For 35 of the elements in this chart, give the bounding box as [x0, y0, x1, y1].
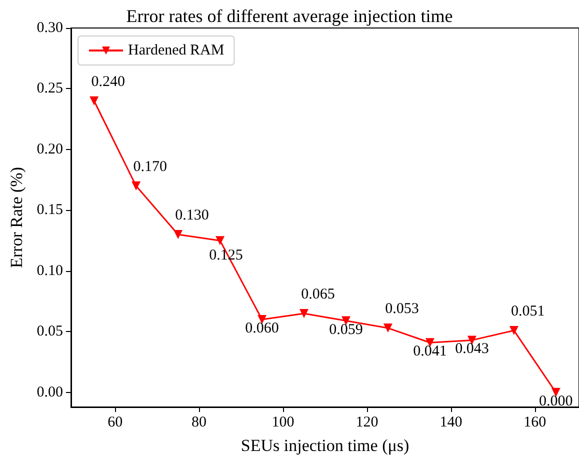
y-tick-label: 0.10: [36, 262, 63, 279]
data-label: 0.053: [385, 301, 419, 318]
point: [174, 230, 183, 240]
x-tick-label: 60: [108, 414, 123, 430]
x-tick-label: 140: [440, 414, 462, 430]
point: [300, 308, 309, 318]
y-tick-label: 0.05: [36, 324, 63, 340]
data-label: 0.170: [133, 158, 167, 175]
point: [90, 96, 99, 106]
point: [216, 236, 225, 246]
data-label: 0.059: [329, 322, 363, 338]
y-tick-label: 0.25: [36, 80, 63, 97]
x-axis-title: SEUs injection time (μs): [240, 436, 410, 455]
data-label: 0.051: [511, 303, 545, 320]
x-tick-label: 160: [524, 414, 546, 430]
data-label: 0.043: [455, 341, 489, 358]
y-tick-label: 0.00: [36, 384, 63, 400]
data-label: 0.041: [413, 344, 447, 360]
point: [509, 326, 518, 335]
point: [132, 181, 141, 190]
x-tick-label: 80: [192, 414, 207, 430]
y-tick-label: 0.15: [36, 202, 63, 218]
y-axis-title: Error Rate (%): [7, 166, 26, 268]
point: [383, 324, 392, 333]
legend-label: Hardened RAM: [128, 42, 224, 58]
x-tick-label: 120: [356, 414, 378, 430]
data-label: 0.065: [301, 286, 335, 302]
y-tick-label: 0.20: [36, 141, 63, 158]
x-tick-label: 100: [272, 414, 294, 430]
data-label: 0.000: [539, 393, 573, 410]
chart-title: Error rates of different average injection time: [126, 6, 453, 26]
data-label: 0.130: [175, 208, 209, 224]
data-label: 0.240: [91, 74, 125, 90]
data-label: 0.060: [245, 320, 279, 337]
y-tick-label: 0.30: [36, 20, 63, 36]
